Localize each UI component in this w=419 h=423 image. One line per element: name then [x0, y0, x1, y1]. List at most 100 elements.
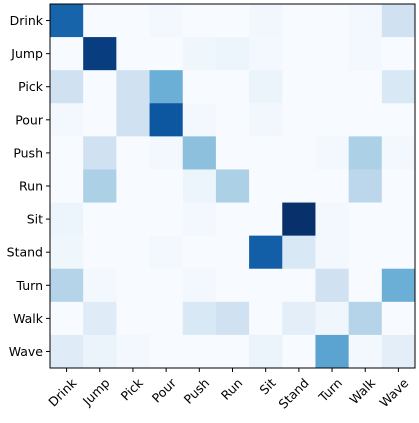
heatmap-cell-drink-drink	[50, 4, 84, 38]
heatmap-cell-wave-sit	[249, 334, 283, 369]
heatmap-cell-turn-push	[182, 268, 217, 303]
heatmap-cell-wave-walk	[348, 334, 383, 369]
heatmap-cell-walk-drink	[50, 301, 84, 336]
heatmap-cell-sit-walk	[348, 202, 383, 237]
heatmap-cell-walk-stand	[282, 301, 316, 336]
heatmap-cell-jump-pour	[149, 37, 184, 71]
heatmap-cell-turn-run	[215, 268, 250, 303]
x-tick-label-push: Push	[181, 375, 213, 407]
heatmap-cell-walk-pick	[116, 301, 150, 336]
heatmap-cell-stand-wave	[381, 235, 416, 270]
heatmap-cell-pour-wave	[381, 103, 416, 137]
heatmap-cell-drink-stand	[282, 4, 316, 38]
heatmap-cell-push-jump	[83, 136, 117, 170]
heatmap-cell-push-turn	[315, 136, 350, 170]
heatmap-cell-sit-pick	[116, 202, 150, 237]
heatmap-cell-sit-turn	[315, 202, 350, 237]
heatmap-cell-run-pour	[149, 169, 184, 203]
y-tick-label-pick: Pick	[18, 79, 44, 94]
y-tick-label-wave: Wave	[9, 344, 44, 359]
x-tick-label-wave: Wave	[376, 375, 411, 410]
x-tick-label-run: Run	[218, 375, 246, 403]
heatmap-cell-jump-run	[215, 37, 250, 71]
heatmap-cell-stand-stand	[282, 235, 316, 270]
heatmap-cell-sit-push	[182, 202, 217, 237]
heatmap-cell-push-pick	[116, 136, 150, 170]
heatmap-cell-pick-sit	[249, 70, 283, 104]
heatmap-cell-walk-wave	[381, 301, 416, 336]
heatmap-cell-pour-run	[215, 103, 250, 137]
y-tick-label-stand: Stand	[7, 245, 43, 260]
heatmap-cell-pour-stand	[282, 103, 316, 137]
heatmap-cell-drink-turn	[315, 4, 350, 38]
heatmap-cell-run-run	[215, 169, 250, 203]
y-tick-label-walk: Walk	[13, 311, 44, 326]
heatmap-cell-wave-drink	[50, 334, 84, 369]
heatmap-cell-push-wave	[381, 136, 416, 170]
heatmap-cell-pour-push	[182, 103, 217, 137]
heatmap-cell-jump-walk	[348, 37, 383, 71]
heatmap-cell-turn-pour	[149, 268, 184, 303]
heatmap-cell-turn-pick	[116, 268, 150, 303]
heatmap-cell-drink-pick	[116, 4, 150, 38]
heatmap-cell-pick-pick	[116, 70, 150, 104]
heatmap-cell-pick-drink	[50, 70, 84, 104]
heatmap-cell-run-stand	[282, 169, 316, 203]
heatmap-cell-turn-jump	[83, 268, 117, 303]
heatmap-cell-pick-push	[182, 70, 217, 104]
heatmap-cell-push-drink	[50, 136, 84, 170]
heatmap-cell-pour-drink	[50, 103, 84, 137]
heatmap-cell-pick-run	[215, 70, 250, 104]
x-tick-label-stand: Stand	[275, 375, 311, 411]
heatmap-cell-run-push	[182, 169, 217, 203]
heatmap-cell-push-run	[215, 136, 250, 170]
x-tick-label-pick: Pick	[118, 375, 147, 404]
y-tick-label-pour: Pour	[15, 112, 44, 127]
heatmap-cell-walk-pour	[149, 301, 184, 336]
heatmap-cell-jump-sit	[249, 37, 283, 71]
heatmap-cell-drink-walk	[348, 4, 383, 38]
heatmap-cell-turn-turn	[315, 268, 350, 303]
heatmap-cell-stand-push	[182, 235, 217, 270]
heatmap-cell-jump-push	[182, 37, 217, 71]
heatmap-cell-stand-jump	[83, 235, 117, 270]
heatmap-cell-jump-turn	[315, 37, 350, 71]
x-tick-label-drink: Drink	[45, 375, 80, 410]
heatmap-cell-pour-pick	[116, 103, 150, 137]
heatmap-cell-jump-jump	[83, 37, 117, 71]
heatmap-cell-sit-jump	[83, 202, 117, 237]
y-axis: Drink Jump Pick Pour Push Run Sit Stand Turn Walk…	[7, 13, 50, 359]
heatmap-cell-pour-walk	[348, 103, 383, 137]
heatmap-cell-jump-wave	[381, 37, 416, 71]
heatmap-cell-stand-pour	[149, 235, 184, 270]
heatmap-cell-push-pour	[149, 136, 184, 170]
x-tick-label-turn: Turn	[315, 375, 345, 405]
y-tick-label-run: Run	[19, 179, 43, 194]
heatmap-cell-stand-drink	[50, 235, 84, 270]
heatmap-cell-turn-wave	[381, 268, 416, 303]
heatmap-cell-run-drink	[50, 169, 84, 203]
heatmap-cell-pour-turn	[315, 103, 350, 137]
heatmap-cell-stand-walk	[348, 235, 383, 270]
y-tick-label-sit: Sit	[27, 212, 43, 227]
heatmap-cell-pick-pour	[149, 70, 184, 104]
heatmap-cell-turn-sit	[249, 268, 283, 303]
heatmap-cell-drink-push	[182, 4, 217, 38]
heatmap-cell-run-jump	[83, 169, 117, 203]
heatmap-cell-push-stand	[282, 136, 316, 170]
heatmap-cell-pick-jump	[83, 70, 117, 104]
heatmap-cell-turn-walk	[348, 268, 383, 303]
y-tick-label-push: Push	[13, 145, 43, 160]
heatmap-cell-jump-drink	[50, 37, 84, 71]
x-tick-label-walk: Walk	[346, 375, 378, 407]
heatmap-cell-sit-stand	[282, 202, 316, 237]
x-tick-label-pour: Pour	[149, 375, 180, 406]
heatmap-cell-walk-sit	[249, 301, 283, 336]
heatmap-cell-pick-stand	[282, 70, 316, 104]
heatmap-cell-pick-turn	[315, 70, 350, 104]
heatmap-cell-drink-run	[215, 4, 250, 38]
heatmap-cell-jump-pick	[116, 37, 150, 71]
heatmap-cell-sit-pour	[149, 202, 184, 237]
heatmap-cell-run-wave	[381, 169, 416, 203]
